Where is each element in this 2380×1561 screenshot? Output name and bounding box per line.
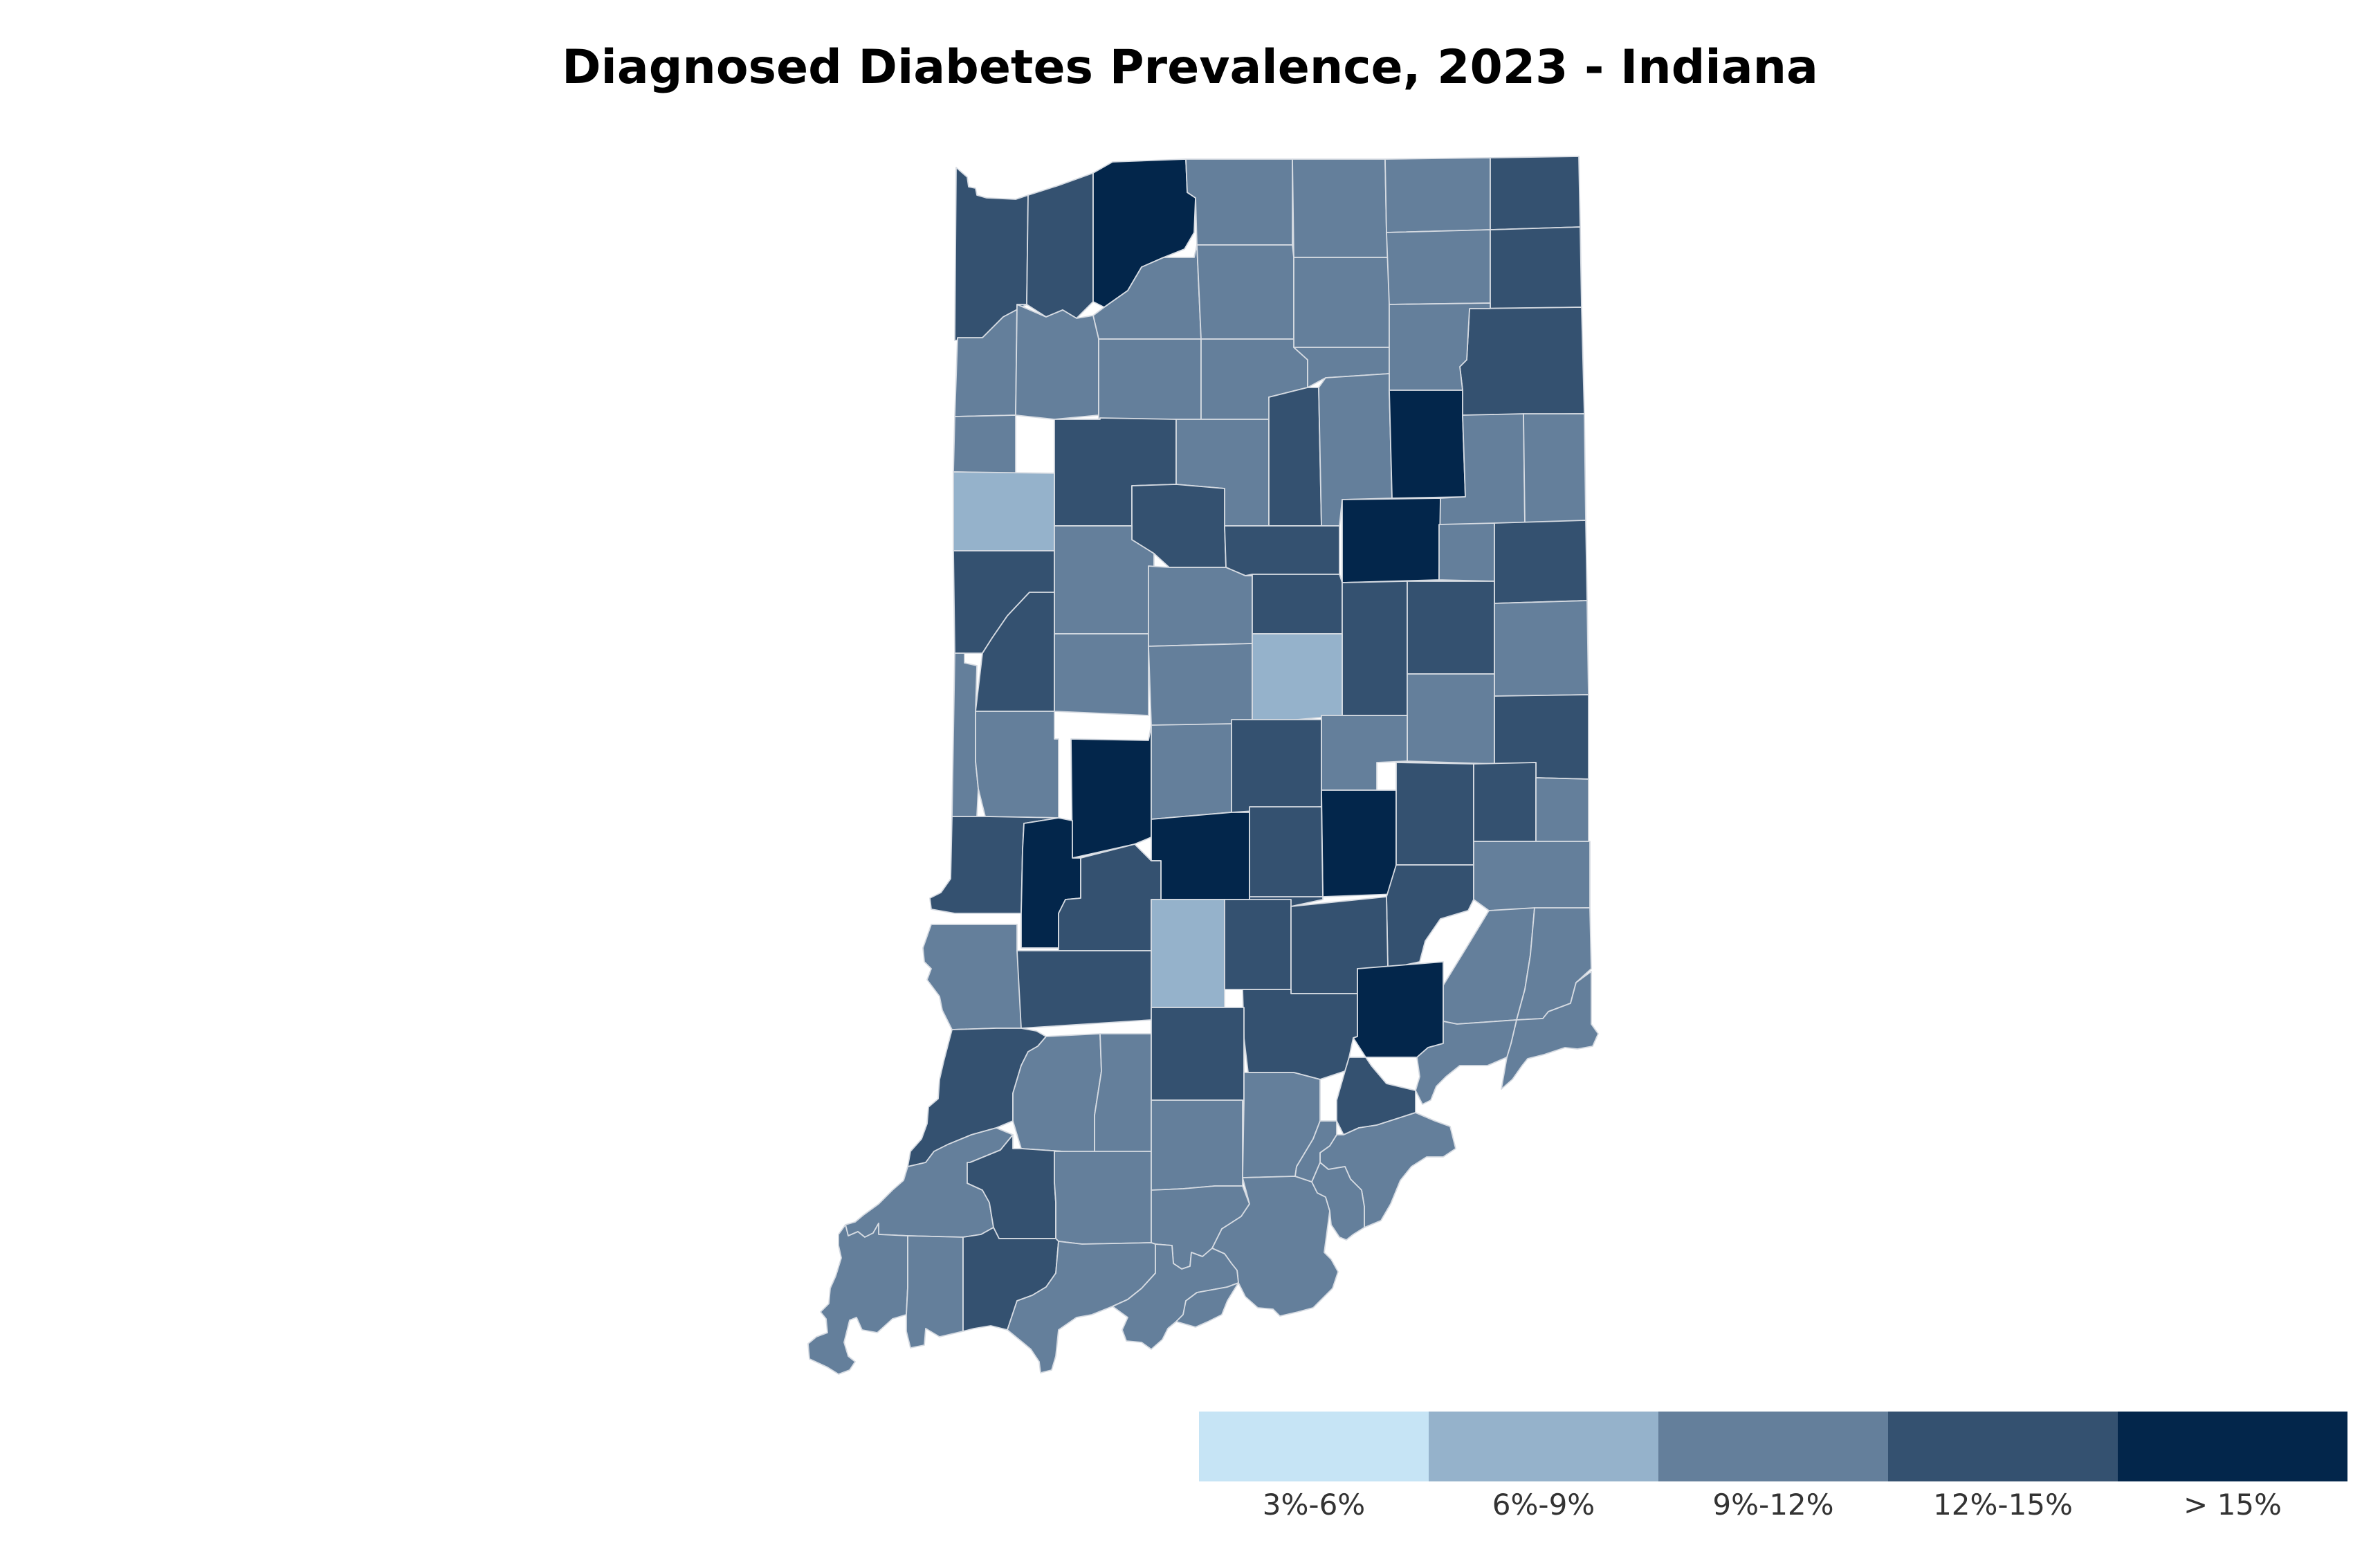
county-union[interactable] bbox=[1473, 762, 1537, 842]
legend-swatch-3-6 bbox=[1199, 1412, 1429, 1481]
county-vanderburgh[interactable] bbox=[906, 1235, 964, 1349]
county-madison[interactable] bbox=[1342, 581, 1408, 716]
county-lawrence[interactable] bbox=[1151, 1007, 1245, 1101]
county-pulaski[interactable] bbox=[1098, 338, 1202, 420]
county-sullivan[interactable] bbox=[922, 924, 1022, 1030]
county-tipton[interactable] bbox=[1252, 574, 1343, 635]
legend-label-12-15: 12%-15% bbox=[1933, 1488, 2073, 1522]
county-perry-south[interactable] bbox=[1175, 1282, 1239, 1328]
county-rush[interactable] bbox=[1321, 789, 1397, 897]
legend-swatch-12-15 bbox=[1888, 1412, 2118, 1481]
county-clinton[interactable] bbox=[1148, 565, 1253, 647]
legend-swatches bbox=[1199, 1412, 2347, 1481]
legend-label-gt-15: > 15% bbox=[2184, 1488, 2282, 1522]
county-franklin[interactable] bbox=[1386, 864, 1474, 969]
legend-label-3-6: 3%-6% bbox=[1262, 1488, 1366, 1522]
county-wayne-south[interactable] bbox=[1535, 777, 1589, 842]
legend-labels: 3%-6% 6%-9% 9%-12% 12%-15% > 15% bbox=[1199, 1488, 2347, 1522]
county-allen[interactable] bbox=[1459, 307, 1585, 416]
county-newton[interactable] bbox=[953, 414, 1016, 474]
county-porter[interactable] bbox=[1026, 172, 1094, 319]
county-fayette[interactable] bbox=[1395, 762, 1474, 866]
county-dubois[interactable] bbox=[1054, 1151, 1152, 1245]
county-dekalb[interactable] bbox=[1490, 226, 1582, 309]
county-kosciusko[interactable] bbox=[1293, 257, 1390, 348]
county-adams[interactable] bbox=[1523, 413, 1586, 525]
county-montgomery[interactable] bbox=[1054, 633, 1149, 716]
map-title: Diagnosed Diabetes Prevalence, 2023 - In… bbox=[562, 40, 1818, 95]
county-putnam[interactable] bbox=[1070, 724, 1152, 859]
county-howard[interactable] bbox=[1224, 525, 1340, 576]
county-hamilton[interactable] bbox=[1252, 633, 1343, 724]
county-st-joseph[interactable] bbox=[1185, 158, 1293, 246]
county-brown[interactable] bbox=[1224, 899, 1292, 990]
legend-swatch-gt-15 bbox=[2118, 1412, 2347, 1481]
county-ripley[interactable] bbox=[1415, 1019, 1517, 1105]
county-huntington[interactable] bbox=[1389, 390, 1466, 499]
county-marion[interactable] bbox=[1231, 719, 1322, 813]
county-noble[interactable] bbox=[1386, 229, 1491, 305]
county-floyd[interactable] bbox=[1311, 1162, 1365, 1241]
legend-label-9-12: 9%-12% bbox=[1712, 1488, 1834, 1522]
county-benton[interactable] bbox=[953, 471, 1055, 551]
county-clark[interactable] bbox=[1294, 1120, 1337, 1183]
county-lagrange[interactable] bbox=[1384, 157, 1491, 233]
color-legend: 3%-6% 6%-9% 9%-12% 12%-15% > 15% bbox=[1199, 1412, 2347, 1522]
county-monroe[interactable] bbox=[1151, 899, 1225, 1008]
county-jennings[interactable] bbox=[1353, 961, 1444, 1058]
county-marshall[interactable] bbox=[1196, 244, 1294, 340]
county-henry[interactable] bbox=[1407, 673, 1495, 765]
county-morgan[interactable] bbox=[1151, 812, 1250, 900]
legend-swatch-9-12 bbox=[1658, 1412, 1888, 1481]
county-elkhart[interactable] bbox=[1292, 158, 1390, 258]
county-blackford[interactable] bbox=[1438, 522, 1495, 582]
county-vermillion[interactable] bbox=[951, 652, 979, 817]
county-parke[interactable] bbox=[975, 711, 1059, 819]
county-hancock[interactable] bbox=[1321, 715, 1408, 791]
lake-michigan-shoreline bbox=[948, 138, 1100, 195]
county-delaware[interactable] bbox=[1407, 581, 1495, 675]
county-newton-north[interactable] bbox=[1015, 304, 1099, 420]
county-randolph[interactable] bbox=[1494, 600, 1589, 697]
county-greene[interactable] bbox=[1016, 950, 1152, 1029]
county-orange[interactable] bbox=[1151, 1099, 1243, 1191]
county-posey[interactable] bbox=[807, 1223, 908, 1375]
county-jay[interactable] bbox=[1494, 520, 1588, 604]
legend-label-6-9: 6%-9% bbox=[1492, 1488, 1595, 1522]
county-miami[interactable] bbox=[1268, 387, 1322, 527]
county-boone[interactable] bbox=[1148, 643, 1253, 726]
county-martin[interactable] bbox=[1094, 1033, 1152, 1153]
county-hendricks[interactable] bbox=[1151, 723, 1232, 820]
county-dearborn-north[interactable] bbox=[1473, 841, 1591, 911]
county-steuben[interactable] bbox=[1490, 156, 1581, 230]
legend-swatch-6-9 bbox=[1429, 1412, 1658, 1481]
county-jackson[interactable] bbox=[1242, 989, 1358, 1080]
county-switzerland[interactable] bbox=[1501, 971, 1599, 1090]
county-johnson[interactable] bbox=[1249, 806, 1324, 900]
county-grant[interactable] bbox=[1342, 497, 1441, 583]
